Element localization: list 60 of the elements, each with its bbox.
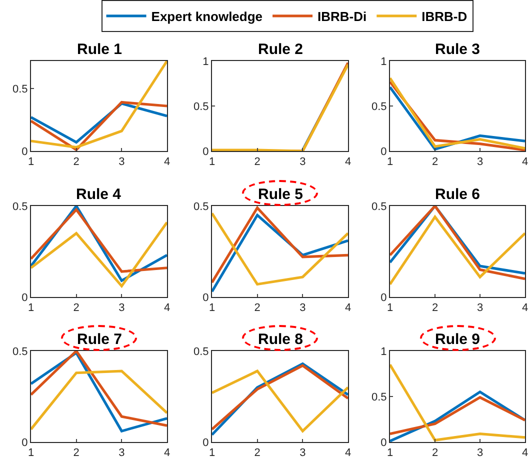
y-tick-label: 0.5	[12, 83, 28, 96]
chart-title: Rule 6	[435, 186, 480, 203]
legend-label: Expert knowledge	[151, 9, 263, 24]
y-tick-label: 1	[380, 56, 387, 68]
x-tick-label: 4	[344, 447, 352, 460]
x-tick-label: 4	[522, 302, 528, 314]
y-tick-label: 0	[202, 146, 209, 158]
y-tick-label: 0.5	[372, 391, 387, 404]
x-tick-label: 3	[300, 447, 306, 460]
x-tick-label: 2	[254, 447, 260, 460]
x-tick-label: 2	[254, 302, 260, 314]
y-tick-label: 0.5	[12, 200, 28, 213]
y-tick-label: 0.5	[194, 100, 209, 113]
y-tick-label: 1	[380, 346, 387, 358]
chart-title: Rule 1	[77, 41, 122, 58]
x-tick-label: 4	[344, 156, 352, 168]
y-tick-label: 0	[380, 146, 387, 158]
x-tick-label: 3	[300, 302, 306, 314]
x-tick-label: 2	[432, 156, 438, 168]
x-tick-label: 2	[432, 302, 438, 314]
x-tick-label: 3	[118, 447, 125, 460]
x-tick-label: 4	[164, 447, 170, 460]
chart-title: Rule 3	[435, 41, 480, 58]
x-tick-label: 2	[73, 156, 80, 168]
x-tick-label: 2	[73, 302, 80, 314]
y-tick-label: 0	[202, 292, 209, 304]
chart-title: Rule 5	[258, 186, 304, 203]
y-tick-label: 1	[202, 56, 209, 68]
y-tick-label: 0	[380, 292, 387, 304]
x-tick-label: 3	[118, 302, 125, 314]
legend-label: IBRB-D	[422, 9, 468, 24]
y-tick-label: 0.5	[194, 346, 209, 358]
x-tick-label: 3	[476, 302, 484, 314]
y-tick-label: 0.5	[372, 200, 387, 213]
y-tick-label: 0.5	[372, 100, 387, 113]
x-tick-label: 4	[522, 447, 528, 460]
x-tick-label: 2	[73, 447, 80, 460]
y-tick-label: 0.5	[194, 200, 209, 213]
y-tick-label: 0	[380, 436, 387, 449]
y-tick-label: 0	[22, 436, 28, 449]
legend-label: IBRB-Di	[318, 9, 367, 24]
chart-title: Rule 8	[258, 331, 304, 348]
x-tick-label: 4	[344, 302, 352, 314]
chart-title: Rule 7	[77, 331, 122, 348]
chart-title: Rule 9	[435, 331, 480, 348]
x-tick-label: 4	[164, 156, 170, 168]
chart-title: Rule 2	[258, 41, 304, 58]
y-tick-label: 0	[22, 292, 28, 304]
x-tick-label: 2	[432, 447, 438, 460]
chart-title: Rule 4	[76, 186, 122, 203]
x-tick-label: 3	[476, 156, 484, 168]
x-tick-label: 3	[476, 447, 484, 460]
y-tick-label: 0	[22, 146, 28, 158]
x-tick-label: 3	[300, 156, 306, 168]
y-tick-label: 0.5	[12, 346, 28, 358]
x-tick-label: 2	[254, 156, 260, 168]
x-tick-label: 4	[522, 156, 528, 168]
x-tick-label: 3	[118, 156, 125, 168]
x-tick-label: 4	[164, 302, 170, 314]
y-tick-label: 0	[202, 436, 209, 449]
